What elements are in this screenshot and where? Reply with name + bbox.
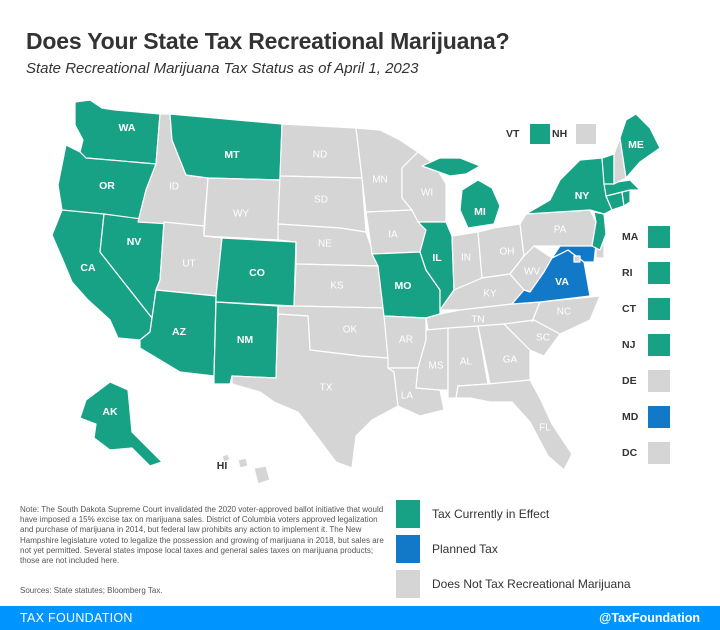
legend-label-tax: Tax Currently in Effect <box>432 507 550 521</box>
label-mn: MN <box>372 175 388 186</box>
label-ks: KS <box>330 281 344 292</box>
page-title: Does Your State Tax Recreational Marijua… <box>26 28 510 54</box>
label-wa: WA <box>119 122 136 134</box>
label-nm: NM <box>237 334 254 346</box>
label-id: ID <box>169 182 179 193</box>
vt-key-swatch <box>530 124 550 144</box>
state-ak <box>79 381 163 467</box>
legend-swatch-tax <box>396 500 420 528</box>
small-state-key-swatch <box>648 298 670 320</box>
label-il: IL <box>432 252 442 264</box>
label-mt: MT <box>224 149 240 161</box>
state-dc <box>573 255 581 263</box>
legend-item-planned: Planned Tax <box>396 535 696 563</box>
label-or: OR <box>99 180 115 192</box>
label-in: IN <box>461 253 471 264</box>
small-state-key-label: RI <box>622 267 633 279</box>
vt-key-label: VT <box>506 128 520 140</box>
legend-label-planned: Planned Tax <box>432 542 498 556</box>
footer-handle[interactable]: @TaxFoundation <box>599 611 700 625</box>
state-mt <box>169 113 283 181</box>
state-mi <box>421 157 501 229</box>
footnote: Note: The South Dakota Supreme Court inv… <box>20 505 384 566</box>
label-oh: OH <box>500 247 515 258</box>
label-tx: TX <box>320 383 333 394</box>
label-ne: NE <box>318 239 332 250</box>
label-nc: NC <box>557 307 571 318</box>
small-state-key-label: DC <box>622 447 638 459</box>
label-sc: SC <box>536 333 550 344</box>
label-wy: WY <box>233 209 249 220</box>
small-state-key-label: CT <box>622 303 636 315</box>
label-ak: AK <box>102 406 118 418</box>
small-state-key-swatch <box>648 370 670 392</box>
label-ny: NY <box>575 190 590 202</box>
label-ok: OK <box>343 325 358 336</box>
label-ms: MS <box>429 361 444 372</box>
label-sd: SD <box>314 195 328 206</box>
label-mo: MO <box>395 280 412 292</box>
small-state-key-swatch <box>648 334 670 356</box>
state-il <box>417 221 455 311</box>
label-ky: KY <box>483 289 497 300</box>
state-me <box>619 113 661 179</box>
label-ca: CA <box>80 262 96 274</box>
legend-swatch-planned <box>396 535 420 563</box>
state-ny <box>525 157 613 215</box>
small-state-key-swatch <box>648 406 670 428</box>
label-pa: PA <box>554 225 567 236</box>
small-state-key-swatch <box>648 442 670 464</box>
state-sc <box>503 319 561 357</box>
label-nd: ND <box>313 150 327 161</box>
legend-swatch-none <box>396 570 420 598</box>
footer-bar: TAX FOUNDATION @TaxFoundation <box>0 606 720 630</box>
state-ga <box>477 323 531 385</box>
sources: Sources: State statutes; Bloomberg Tax. <box>20 586 163 595</box>
state-wa <box>74 99 161 165</box>
label-hi: HI <box>217 460 228 472</box>
small-state-key-label: MA <box>622 231 639 243</box>
label-ar: AR <box>399 335 413 346</box>
label-va: VA <box>555 276 569 288</box>
label-wi: WI <box>421 188 433 199</box>
label-mi: MI <box>474 206 486 218</box>
legend-item-tax: Tax Currently in Effect <box>396 500 696 528</box>
state-fl <box>455 379 573 471</box>
small-state-key-label: DE <box>622 375 637 387</box>
label-tn: TN <box>471 315 484 326</box>
label-me: ME <box>628 139 644 151</box>
nh-key-label: NH <box>552 128 568 140</box>
footer-brand: TAX FOUNDATION <box>20 611 133 625</box>
state-hi <box>221 453 271 485</box>
label-wv: WV <box>524 267 540 278</box>
legend-item-none: Does Not Tax Recreational Marijuana <box>396 570 696 598</box>
page-subtitle: State Recreational Marijuana Tax Status … <box>26 60 419 77</box>
state-vt <box>601 153 615 185</box>
nh-key-swatch <box>576 124 596 144</box>
label-ia: IA <box>388 230 398 241</box>
label-fl: FL <box>539 423 551 434</box>
small-state-key-label: MD <box>622 411 639 423</box>
legend-label-none: Does Not Tax Recreational Marijuana <box>432 577 631 591</box>
state-ri <box>621 189 631 207</box>
us-map: WA OR CA NV ID MT WY UT CO AZ NM ND SD N… <box>51 99 661 485</box>
label-nv: NV <box>127 236 142 248</box>
state-tx <box>231 313 399 469</box>
small-state-key-label: NJ <box>622 339 636 351</box>
label-ut: UT <box>182 259 195 270</box>
small-state-key-swatch <box>648 226 670 248</box>
label-al: AL <box>460 357 473 368</box>
label-co: CO <box>249 267 265 279</box>
label-az: AZ <box>172 326 187 338</box>
label-ga: GA <box>503 355 518 366</box>
small-state-key-swatch <box>648 262 670 284</box>
label-la: LA <box>401 391 414 402</box>
